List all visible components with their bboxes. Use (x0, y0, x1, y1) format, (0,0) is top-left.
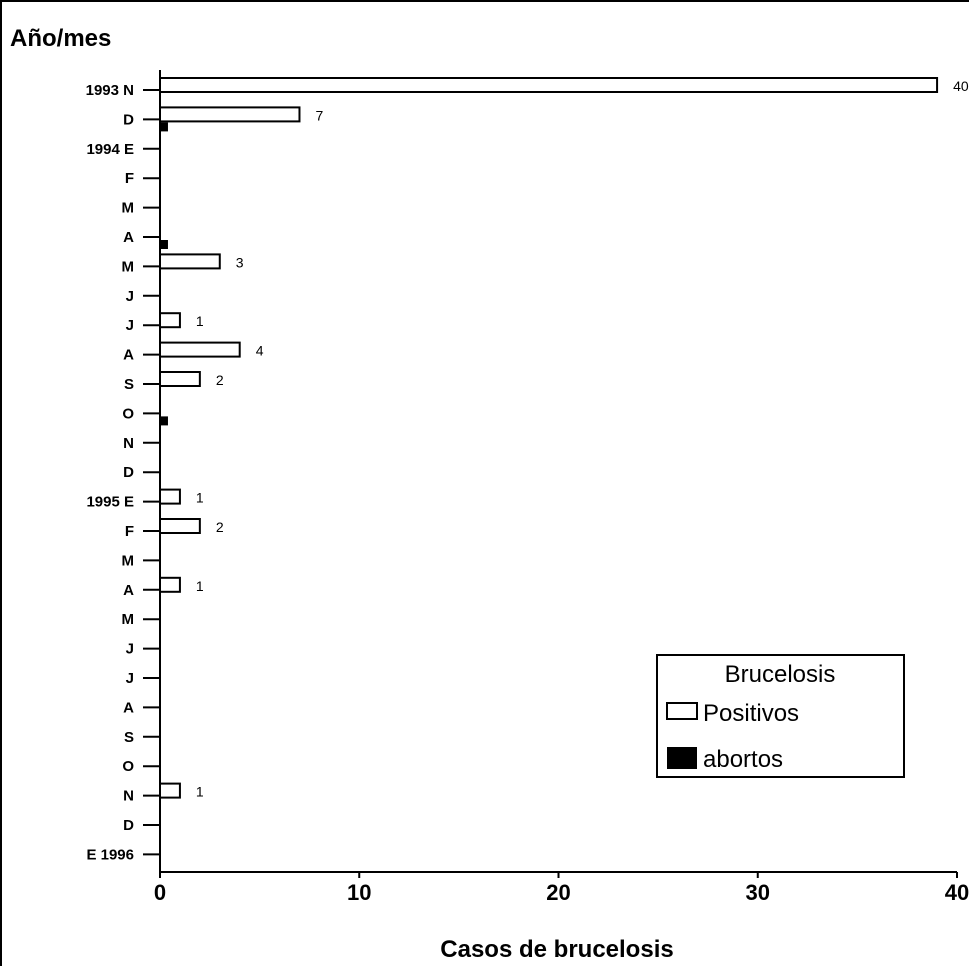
x-tick-label: 30 (746, 880, 770, 905)
y-tick-label: M (122, 611, 135, 628)
data-label-positivos: 1 (196, 313, 204, 329)
bar-positivos (159, 341, 241, 358)
data-label-positivos: 2 (216, 519, 224, 535)
x-axis-ticks: 0 10 20 30 40 (154, 872, 969, 905)
bar-positivos (159, 312, 181, 329)
legend-label-abortos: abortos (703, 746, 783, 773)
y-tick-label: F (125, 523, 134, 540)
legend-title: Brucelosis (725, 661, 836, 688)
y-tick-label: D (123, 464, 134, 481)
y-tick-label: 1995 E (86, 494, 134, 511)
y-tick-label: M (122, 552, 135, 569)
bar-positivos (159, 576, 181, 593)
y-tick-label: A (123, 229, 134, 246)
y-tick-label: O (122, 405, 134, 422)
y-tick-label: A (123, 699, 134, 716)
data-label-positivos: 7 (315, 107, 323, 123)
y-tick-label: M (122, 200, 135, 217)
data-label-positivos: 2 (216, 372, 224, 388)
x-axis-title: Casos de brucelosis (440, 936, 673, 963)
bar-positivos (159, 371, 201, 387)
y-tick-label: N (123, 435, 134, 452)
x-tick-label: 10 (347, 880, 371, 905)
bar-positivos (159, 77, 939, 93)
data-label-positivos: 3 (236, 254, 244, 270)
legend-box (656, 654, 905, 778)
y-tick-label: D (123, 817, 134, 834)
data-label-positivos: 1 (196, 784, 204, 800)
x-tick-label: 40 (945, 880, 969, 905)
y-tick-label: 1994 E (86, 141, 134, 158)
y-tick-label: J (126, 641, 134, 658)
bar-positivos (159, 782, 181, 799)
y-tick-label: F (125, 170, 134, 187)
bar-abortos (160, 240, 168, 249)
data-label-positivos: 4 (256, 343, 264, 359)
y-tick-label: E 1996 (86, 846, 134, 863)
legend-swatch-abortos (667, 747, 697, 769)
bar-positivos (159, 253, 221, 270)
y-tick-label: A (123, 582, 134, 599)
legend-label-positivos: Positivos (703, 700, 799, 727)
data-label-positivos: 1 (196, 490, 204, 506)
bar-positivos (159, 518, 201, 534)
y-tick-label: 1993 N (86, 82, 134, 99)
y-tick-label: M (122, 258, 135, 275)
data-label-positivos: 1 (196, 578, 204, 594)
y-tick-label: S (124, 376, 134, 393)
y-tick-label: S (124, 729, 134, 746)
y-tick-label: N (123, 788, 134, 805)
y-tick-label: A (123, 347, 134, 364)
x-tick-label: 20 (546, 880, 570, 905)
legend-swatch-positivos (666, 702, 698, 720)
y-tick-label: D (123, 111, 134, 128)
y-tick-label: J (126, 670, 134, 687)
y-tick-label: J (126, 317, 134, 334)
data-label-positivos: 40 (953, 78, 969, 94)
bar-abortos (160, 122, 168, 132)
y-tick-label: J (126, 288, 134, 305)
bars (159, 77, 939, 799)
x-tick-label: 0 (154, 880, 166, 905)
bar-positivos (159, 106, 301, 123)
legend: Brucelosis Positivos abortos (656, 654, 905, 778)
bar-abortos (160, 416, 168, 426)
bar-positivos (159, 488, 181, 505)
y-axis-title: Año/mes (10, 25, 111, 52)
y-tick-label: O (122, 758, 134, 775)
